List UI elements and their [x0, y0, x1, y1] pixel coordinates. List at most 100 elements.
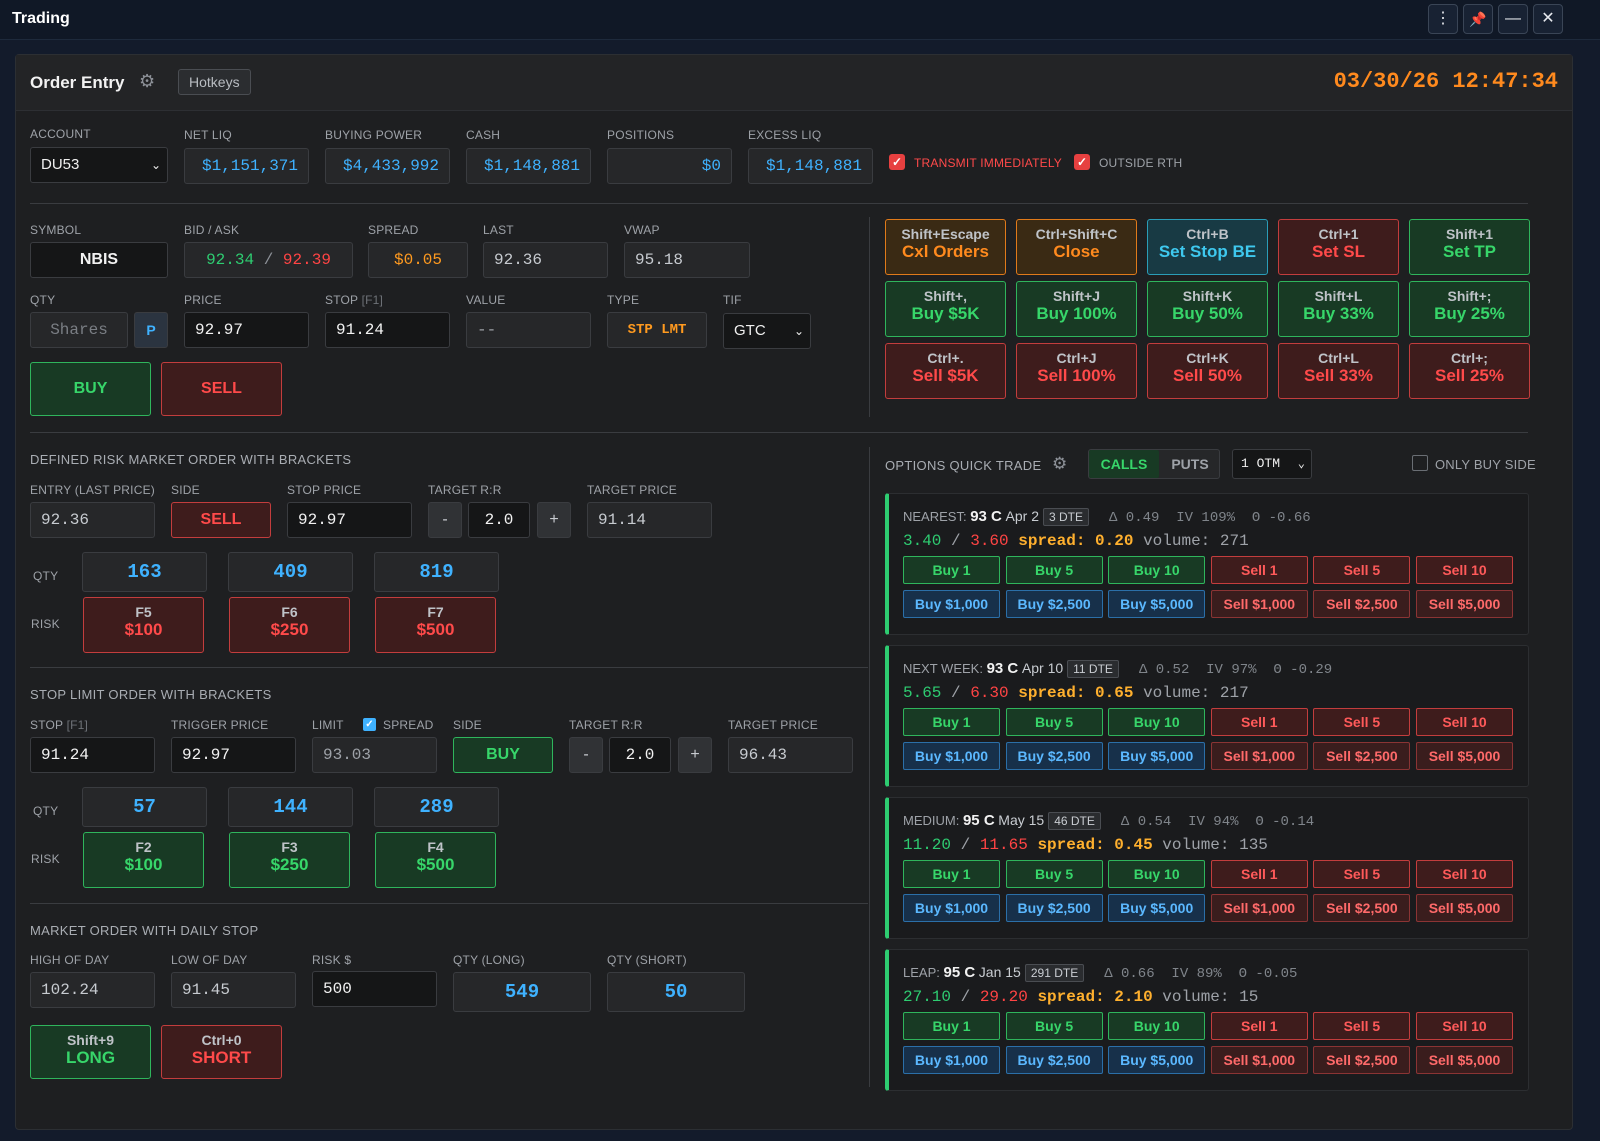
- otm-select[interactable]: 1 OTM ⌄: [1232, 449, 1312, 479]
- buy-dollar-button[interactable]: Buy $5,000: [1108, 742, 1206, 770]
- only-buy-side-checkbox[interactable]: [1412, 455, 1428, 471]
- sell-contracts-button[interactable]: Sell 5: [1313, 556, 1411, 584]
- sell-dollar-button[interactable]: Sell $2,500: [1313, 1046, 1411, 1074]
- buy-dollar-button[interactable]: Buy $1,000: [903, 590, 1000, 618]
- sell-contracts-button[interactable]: Sell 5: [1313, 1012, 1411, 1040]
- hotkey-button[interactable]: Shift+Escape Cxl Orders: [885, 219, 1006, 275]
- buy-contracts-button[interactable]: Buy 5: [1005, 860, 1103, 888]
- risk-button[interactable]: F6 $250: [229, 597, 350, 653]
- options-settings-gear-icon[interactable]: ⚙: [1052, 454, 1068, 473]
- side-toggle-buy[interactable]: BUY: [453, 737, 553, 773]
- sell-contracts-button[interactable]: Sell 5: [1313, 860, 1411, 888]
- sell-contracts-button[interactable]: Sell 1: [1210, 1012, 1308, 1040]
- hotkey-button[interactable]: Shift+, Buy $5K: [885, 281, 1006, 337]
- hotkey-button[interactable]: Shift+K Buy 50%: [1147, 281, 1268, 337]
- sl-rr-increment-button[interactable]: +: [678, 737, 712, 773]
- hotkey-button[interactable]: Ctrl+1 Set SL: [1278, 219, 1399, 275]
- risk-button[interactable]: F4 $500: [375, 832, 496, 888]
- risk-button[interactable]: F5 $100: [83, 597, 204, 653]
- outside-rth-checkbox[interactable]: ✓: [1074, 154, 1090, 170]
- hotkey-button[interactable]: Ctrl+K Sell 50%: [1147, 343, 1268, 399]
- sell-dollar-button[interactable]: Sell $5,000: [1416, 894, 1513, 922]
- hotkey-button[interactable]: Shift+; Buy 25%: [1409, 281, 1530, 337]
- hotkey-button[interactable]: Ctrl+. Sell $5K: [885, 343, 1006, 399]
- buy-contracts-button[interactable]: Buy 10: [1108, 556, 1206, 584]
- side-toggle-sell[interactable]: SELL: [171, 502, 271, 538]
- sell-contracts-button[interactable]: Sell 10: [1416, 556, 1513, 584]
- sell-dollar-button[interactable]: Sell $1,000: [1210, 1046, 1308, 1074]
- risk-button[interactable]: F7 $500: [375, 597, 496, 653]
- sell-dollar-button[interactable]: Sell $5,000: [1416, 1046, 1513, 1074]
- buy-dollar-button[interactable]: Buy $2,500: [1005, 742, 1103, 770]
- pin-icon[interactable]: 📌: [1463, 4, 1493, 34]
- sell-contracts-button[interactable]: Sell 1: [1210, 708, 1308, 736]
- sell-dollar-button[interactable]: Sell $1,000: [1210, 590, 1308, 618]
- qty-input[interactable]: Shares: [30, 312, 128, 348]
- hotkey-button[interactable]: Ctrl+L Sell 33%: [1278, 343, 1399, 399]
- puts-tab[interactable]: PUTS: [1171, 456, 1209, 472]
- sell-button[interactable]: SELL: [161, 362, 282, 416]
- hotkey-button[interactable]: Ctrl+Shift+C Close: [1016, 219, 1137, 275]
- buy-contracts-button[interactable]: Buy 10: [1108, 1012, 1206, 1040]
- sell-dollar-button[interactable]: Sell $5,000: [1416, 742, 1513, 770]
- settings-gear-icon[interactable]: ⚙: [139, 71, 156, 91]
- buy-contracts-button[interactable]: Buy 1: [903, 1012, 1000, 1040]
- buy-dollar-button[interactable]: Buy $1,000: [903, 1046, 1000, 1074]
- buy-dollar-button[interactable]: Buy $5,000: [1108, 1046, 1206, 1074]
- hotkey-button[interactable]: Shift+L Buy 33%: [1278, 281, 1399, 337]
- hotkey-button[interactable]: Ctrl+; Sell 25%: [1409, 343, 1530, 399]
- sl-stop-input[interactable]: 91.24: [30, 737, 155, 773]
- sl-rr-decrement-button[interactable]: -: [569, 737, 603, 773]
- sell-contracts-button[interactable]: Sell 1: [1210, 556, 1308, 584]
- buy-contracts-button[interactable]: Buy 1: [903, 860, 1000, 888]
- sl-rr-input[interactable]: 2.0: [609, 737, 671, 773]
- account-select[interactable]: DU53 ⌄: [30, 147, 168, 183]
- risk-button[interactable]: F3 $250: [229, 832, 350, 888]
- buy-dollar-button[interactable]: Buy $2,500: [1005, 1046, 1103, 1074]
- buy-contracts-button[interactable]: Buy 1: [903, 708, 1000, 736]
- calls-tab[interactable]: CALLS: [1089, 450, 1159, 478]
- buy-contracts-button[interactable]: Buy 10: [1108, 860, 1206, 888]
- stop-input[interactable]: 91.24: [325, 312, 450, 348]
- sell-dollar-button[interactable]: Sell $1,000: [1210, 742, 1308, 770]
- price-input[interactable]: 92.97: [184, 312, 309, 348]
- buy-contracts-button[interactable]: Buy 5: [1005, 1012, 1103, 1040]
- close-icon[interactable]: ✕: [1533, 4, 1563, 34]
- short-button[interactable]: Ctrl+0 SHORT: [161, 1025, 282, 1079]
- hotkey-button[interactable]: Shift+1 Set TP: [1409, 219, 1530, 275]
- buy-dollar-button[interactable]: Buy $5,000: [1108, 590, 1206, 618]
- transmit-checkbox[interactable]: ✓: [889, 154, 905, 170]
- buy-contracts-button[interactable]: Buy 10: [1108, 708, 1206, 736]
- sell-contracts-button[interactable]: Sell 10: [1416, 860, 1513, 888]
- risk-dollar-input[interactable]: 500: [312, 971, 437, 1007]
- buy-button[interactable]: BUY: [30, 362, 151, 416]
- rr-increment-button[interactable]: +: [537, 502, 571, 538]
- long-button[interactable]: Shift+9 LONG: [30, 1025, 151, 1079]
- sell-contracts-button[interactable]: Sell 10: [1416, 708, 1513, 736]
- trigger-price-input[interactable]: 92.97: [171, 737, 296, 773]
- sell-contracts-button[interactable]: Sell 1: [1210, 860, 1308, 888]
- hotkey-button[interactable]: Ctrl+B Set Stop BE: [1147, 219, 1268, 275]
- sell-dollar-button[interactable]: Sell $2,500: [1313, 742, 1411, 770]
- hotkey-button[interactable]: Ctrl+J Sell 100%: [1016, 343, 1137, 399]
- order-type-select[interactable]: STP LMT: [607, 312, 707, 348]
- hotkeys-button[interactable]: Hotkeys: [178, 69, 251, 95]
- hotkey-button[interactable]: Shift+J Buy 100%: [1016, 281, 1137, 337]
- tif-select[interactable]: GTC ⌄: [723, 313, 811, 349]
- sell-dollar-button[interactable]: Sell $2,500: [1313, 590, 1411, 618]
- sell-dollar-button[interactable]: Sell $5,000: [1416, 590, 1513, 618]
- more-menu-icon[interactable]: ⋮: [1428, 4, 1458, 34]
- sell-contracts-button[interactable]: Sell 10: [1416, 1012, 1513, 1040]
- spread-checkbox[interactable]: ✓: [363, 718, 376, 731]
- buy-contracts-button[interactable]: Buy 1: [903, 556, 1000, 584]
- rr-decrement-button[interactable]: -: [428, 502, 462, 538]
- minimize-icon[interactable]: —: [1498, 4, 1528, 34]
- buy-dollar-button[interactable]: Buy $2,500: [1005, 590, 1103, 618]
- buy-dollar-button[interactable]: Buy $2,500: [1005, 894, 1103, 922]
- sell-dollar-button[interactable]: Sell $2,500: [1313, 894, 1411, 922]
- buy-contracts-button[interactable]: Buy 5: [1005, 708, 1103, 736]
- risk-button[interactable]: F2 $100: [83, 832, 204, 888]
- position-size-button[interactable]: P: [134, 312, 168, 348]
- buy-dollar-button[interactable]: Buy $1,000: [903, 894, 1000, 922]
- stop-price-input[interactable]: 92.97: [287, 502, 412, 538]
